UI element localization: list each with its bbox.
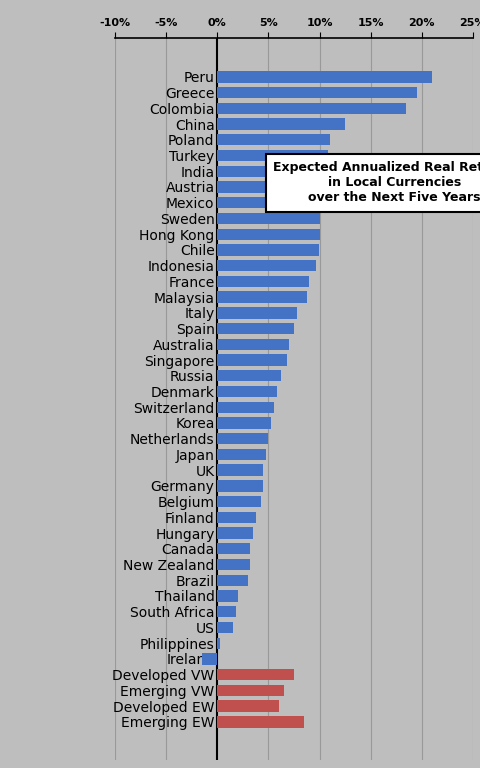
Bar [217,103,407,114]
Bar [217,433,268,445]
Bar [217,700,279,712]
Bar [217,150,328,161]
Text: Expected Annualized Real Returns
in Local Currencies
over the Next Five Years: Expected Annualized Real Returns in Loca… [274,161,480,204]
Bar [217,307,297,319]
Bar [217,574,248,586]
Bar [217,417,271,429]
Bar [217,606,236,617]
Bar [217,622,233,633]
Bar [217,166,324,177]
Bar [217,213,320,224]
Bar [217,496,261,508]
Bar [217,637,220,649]
Bar [217,118,345,130]
Bar [217,71,432,82]
Bar [217,291,307,303]
Bar [217,386,276,397]
Bar [217,402,274,413]
Bar [217,339,289,350]
Bar [217,370,281,382]
Bar [217,260,316,271]
Bar [217,134,330,145]
Bar [217,87,417,98]
Bar [217,197,322,208]
Bar [217,591,238,601]
Bar [217,717,304,727]
Bar [217,528,253,538]
Bar [217,181,323,193]
Bar [217,559,250,570]
Bar [217,354,287,366]
Bar [217,449,266,460]
Bar [217,244,319,256]
Bar [217,511,256,523]
Bar [217,229,320,240]
Bar [217,323,294,334]
Bar [217,276,309,287]
Bar [202,654,217,664]
Bar [217,669,294,680]
Bar [217,465,264,476]
Bar [217,685,284,696]
Bar [217,543,250,554]
Bar [217,480,264,492]
